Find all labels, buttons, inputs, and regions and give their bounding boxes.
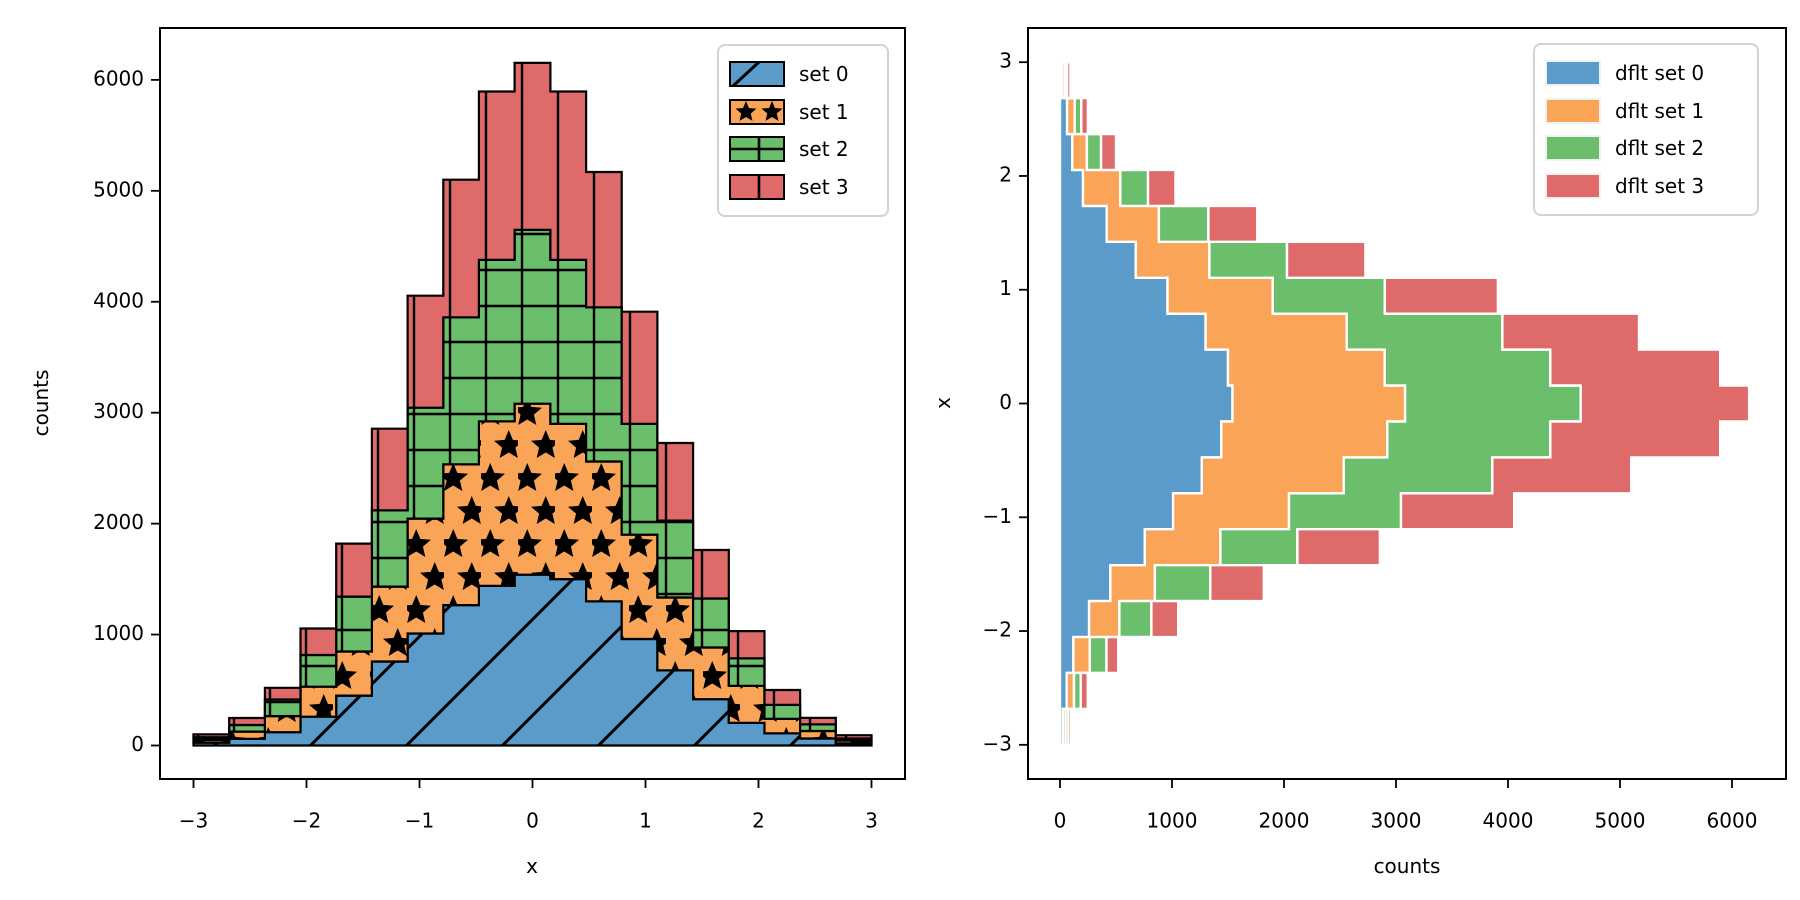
right-histogram-bars (1058, 61, 1751, 746)
legend-label: set 1 (799, 99, 849, 124)
right-y-tick-label: 3 (999, 49, 1012, 73)
right-y-tick-label: 0 (999, 390, 1012, 414)
right-y-tick-label: 1 (999, 276, 1012, 300)
legend-swatch (1545, 60, 1601, 87)
legend-entry-set-1: set 1 (729, 98, 877, 125)
legend-entry-dflt-set-2: dflt set 2 (1545, 135, 1747, 162)
left-y-tick-label: 2000 (93, 510, 144, 534)
series-set-3 (192, 61, 873, 740)
left-x-tick-label: 2 (752, 809, 765, 833)
legend-entry-dflt-set-0: dflt set 0 (1545, 60, 1747, 87)
right-y-tick-label: −1 (983, 504, 1012, 528)
series-dflt-set-3 (1065, 61, 1751, 746)
right-y-tick-label: 2 (999, 162, 1012, 186)
legend-entry-dflt-set-1: dflt set 1 (1545, 97, 1747, 124)
right-y-tick-label: −3 (983, 731, 1012, 755)
left-y-tick-label: 5000 (93, 177, 144, 201)
left-histogram-bars (192, 61, 873, 747)
right-x-tick-label: 5000 (1595, 809, 1646, 833)
right-y-tick-label: −2 (983, 618, 1012, 642)
right-plot-legend: dflt set 0 dflt set 1 dflt set 2 dflt set 3 (1533, 43, 1759, 216)
legend-swatch (1545, 172, 1601, 199)
left-x-tick-label: −1 (405, 809, 434, 833)
legend-swatch (729, 98, 785, 125)
legend-entry-set-3: set 3 (729, 173, 877, 200)
legend-label: set 3 (799, 174, 849, 199)
legend-entry-set-0: set 0 (729, 61, 877, 88)
left-x-tick-label: −3 (179, 809, 208, 833)
right-x-tick-label: 2000 (1259, 809, 1310, 833)
legend-label: dflt set 1 (1615, 98, 1705, 123)
right-x-tick-label: 1000 (1147, 809, 1198, 833)
right-yaxis-label: x (931, 397, 955, 409)
left-x-tick-label: 0 (526, 809, 539, 833)
right-x-tick-label: 0 (1054, 809, 1067, 833)
legend-label: dflt set 2 (1615, 136, 1705, 161)
left-y-tick-label: 3000 (93, 399, 144, 423)
left-x-tick-label: −2 (292, 809, 321, 833)
left-yaxis-label: counts (29, 370, 53, 437)
legend-entry-dflt-set-3: dflt set 3 (1545, 172, 1747, 199)
right-xaxis-label: counts (1374, 854, 1441, 878)
legend-label: set 0 (799, 62, 849, 87)
legend-entry-set-2: set 2 (729, 136, 877, 163)
left-x-tick-label: 3 (865, 809, 878, 833)
right-x-tick-label: 3000 (1371, 809, 1422, 833)
legend-label: set 2 (799, 137, 849, 162)
right-axes-ticks: 0 1000 2000 3000 4000 5000 6000 −3 −2 −1 0 1 2 3 (983, 49, 1758, 833)
right-x-tick-label: 4000 (1483, 809, 1534, 833)
right-x-tick-label: 6000 (1707, 809, 1758, 833)
left-y-tick-label: 4000 (93, 288, 144, 312)
legend-swatch (1545, 97, 1601, 124)
left-xaxis-label: x (526, 854, 538, 878)
legend-label: dflt set 3 (1615, 173, 1705, 198)
left-axes-ticks: −3 −2 −1 0 1 2 3 0 1000 2000 3000 4000 5000 6000 (93, 66, 878, 832)
left-x-tick-label: 1 (639, 809, 652, 833)
left-plot-legend: set 0 set 1 set 2 set 3 (717, 44, 889, 217)
legend-swatch (729, 61, 785, 88)
left-y-tick-label: 1000 (93, 621, 144, 645)
legend-swatch (729, 136, 785, 163)
legend-swatch (1545, 135, 1601, 162)
legend-swatch (729, 173, 785, 200)
left-y-tick-label: 0 (131, 732, 144, 756)
left-y-tick-label: 6000 (93, 66, 144, 90)
legend-label: dflt set 0 (1615, 61, 1705, 86)
